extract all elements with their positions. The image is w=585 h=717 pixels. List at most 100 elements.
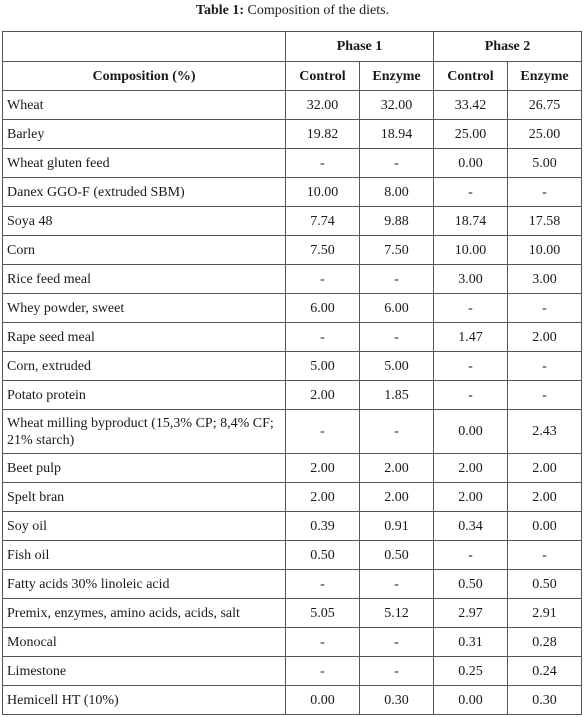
phase1-control-value: 32.00: [285, 90, 360, 120]
table-row: Barley 19.82 18.94 25.00 25.00: [2, 119, 582, 149]
phase1-enzyme-value: -: [359, 656, 434, 686]
table-row: Soy oil 0.39 0.91 0.34 0.00: [2, 511, 582, 541]
phase2-enzyme-value: 0.50: [507, 569, 582, 599]
ingredient-name: Whey powder, sweet: [2, 293, 286, 323]
table-row: Soya 48 7.74 9.88 18.74 17.58: [2, 206, 582, 236]
phase1-control-value: 7.74: [285, 206, 360, 236]
phase2-control-value: 0.34: [433, 511, 508, 541]
table-row: Wheat gluten feed - -0.00 5.00: [2, 148, 582, 178]
ingredient-name: Fish oil: [2, 540, 286, 570]
phase1-enzyme-value: 2.00: [359, 482, 434, 512]
ingredient-name: Fatty acids 30% linoleic acid: [2, 569, 286, 599]
phase1-control-value: 2.00: [285, 453, 360, 483]
phase1-enzyme-value: 5.00: [359, 351, 434, 381]
ingredient-name: Wheat gluten feed: [2, 148, 286, 178]
phase2-enzyme-value: 0.28: [507, 627, 582, 657]
phase2-enzyme-value: -: [507, 351, 582, 381]
phase1-control-value: 2.00: [285, 482, 360, 512]
ingredient-name: Potato protein: [2, 380, 286, 410]
phase1-enzyme-value: 2.00: [359, 453, 434, 483]
phase1-control-value: 0.50: [285, 540, 360, 570]
phase2-enzyme-value: 5.00: [507, 148, 582, 178]
ingredient-name: Spelt bran: [2, 482, 286, 512]
ingredient-name: Beet pulp: [2, 453, 286, 483]
ingredient-name: Wheat: [2, 90, 286, 120]
phase2-control-value: 2.00: [433, 453, 508, 483]
diet-composition-table: Phase 1 Phase 2 Composition (%) Control …: [2, 31, 582, 715]
phase2-control-value: 0.31: [433, 627, 508, 657]
phase2-control-header: Control: [433, 61, 508, 91]
phase1-control-header: Control: [285, 61, 360, 91]
phase2-enzyme-value: 0.24: [507, 656, 582, 686]
ingredient-name: Rape seed meal: [2, 322, 286, 352]
phase2-control-value: 0.50: [433, 569, 508, 599]
ingredient-name: Barley: [2, 119, 286, 149]
phase1-control-value: 5.05: [285, 598, 360, 628]
table-row: Wheat 32.00 32.00 33.42 26.75: [2, 90, 582, 120]
phase2-enzyme-value: 25.00: [507, 119, 582, 149]
phase2-control-value: -: [433, 351, 508, 381]
phase2-enzyme-value: 17.58: [507, 206, 582, 236]
phase2-enzyme-value: 2.91: [507, 598, 582, 628]
phase1-enzyme-value: -: [359, 264, 434, 294]
phase2-control-value: 1.47: [433, 322, 508, 352]
composition-header: Composition (%): [2, 61, 286, 91]
phase2-enzyme-value: 0.00: [507, 511, 582, 541]
table-row: Danex GGO-F (extruded SBM) 10.00 8.00- -: [2, 177, 582, 207]
phase1-control-value: 2.00: [285, 380, 360, 410]
table-body: Wheat 32.00 32.00 33.42 26.75 Barley 19.82 18.9…: [2, 90, 582, 715]
phase2-enzyme-value: -: [507, 380, 582, 410]
table-row: Spelt bran 2.00 2.00 2.00 2.00: [2, 482, 582, 512]
phase1-enzyme-value: 5.12: [359, 598, 434, 628]
phase2-enzyme-value: 26.75: [507, 90, 582, 120]
phase2-header: Phase 2: [433, 31, 582, 62]
phase1-enzyme-value: -: [359, 409, 434, 454]
phase2-control-value: 3.00: [433, 264, 508, 294]
phase1-control-value: -: [285, 627, 360, 657]
phase2-control-value: 10.00: [433, 235, 508, 265]
phase1-enzyme-value: -: [359, 627, 434, 657]
phase1-control-value: 10.00: [285, 177, 360, 207]
table-row: Corn, extruded 5.00 5.00- -: [2, 351, 582, 381]
phase1-enzyme-value: 0.91: [359, 511, 434, 541]
table-row: Rape seed meal - -1.47 2.00: [2, 322, 582, 352]
phase1-control-value: -: [285, 264, 360, 294]
ingredient-name: Wheat milling byproduct (15,3% CP; 8,4% …: [2, 409, 286, 454]
phase1-enzyme-value: -: [359, 148, 434, 178]
ingredient-name: Soy oil: [2, 511, 286, 541]
phase2-enzyme-value: 2.00: [507, 322, 582, 352]
phase2-control-value: 25.00: [433, 119, 508, 149]
phase2-control-value: 0.25: [433, 656, 508, 686]
ingredient-name: Limestone: [2, 656, 286, 686]
phase2-enzyme-value: 0.30: [507, 685, 582, 715]
phase2-control-value: 0.00: [433, 148, 508, 178]
phase1-enzyme-value: 0.50: [359, 540, 434, 570]
phase2-control-value: 0.00: [433, 409, 508, 454]
ingredient-name: Monocal: [2, 627, 286, 657]
phase1-enzyme-value: 18.94: [359, 119, 434, 149]
table-row: Premix, enzymes, amino acids, acids, sal…: [2, 598, 582, 628]
phase1-control-value: -: [285, 148, 360, 178]
table-row: Corn 7.50 7.50 10.00 10.00: [2, 235, 582, 265]
phase1-enzyme-value: 7.50: [359, 235, 434, 265]
table-caption: Table 1: Composition of the diets.: [0, 2, 585, 20]
ingredient-name: Premix, enzymes, amino acids, acids, sal…: [2, 598, 286, 628]
phase1-enzyme-value: 6.00: [359, 293, 434, 323]
ingredient-name: Hemicell HT (10%): [2, 685, 286, 715]
phase2-control-value: 2.00: [433, 482, 508, 512]
phase1-enzyme-value: 0.30: [359, 685, 434, 715]
table-row: Fish oil 0.50 0.50- -: [2, 540, 582, 570]
phase2-control-value: -: [433, 177, 508, 207]
ingredient-name: Danex GGO-F (extruded SBM): [2, 177, 286, 207]
phase1-control-value: -: [285, 409, 360, 454]
phase2-control-value: -: [433, 540, 508, 570]
phase2-control-value: 18.74: [433, 206, 508, 236]
phase2-enzyme-header: Enzyme: [507, 61, 582, 91]
phase2-control-value: -: [433, 293, 508, 323]
phase1-header: Phase 1: [285, 31, 434, 62]
phase1-control-value: -: [285, 656, 360, 686]
phase2-enzyme-value: 3.00: [507, 264, 582, 294]
phase1-enzyme-value: 1.85: [359, 380, 434, 410]
table-row: Fatty acids 30% linoleic acid - -0.50 0.50: [2, 569, 582, 599]
phase2-enzyme-value: 2.00: [507, 482, 582, 512]
